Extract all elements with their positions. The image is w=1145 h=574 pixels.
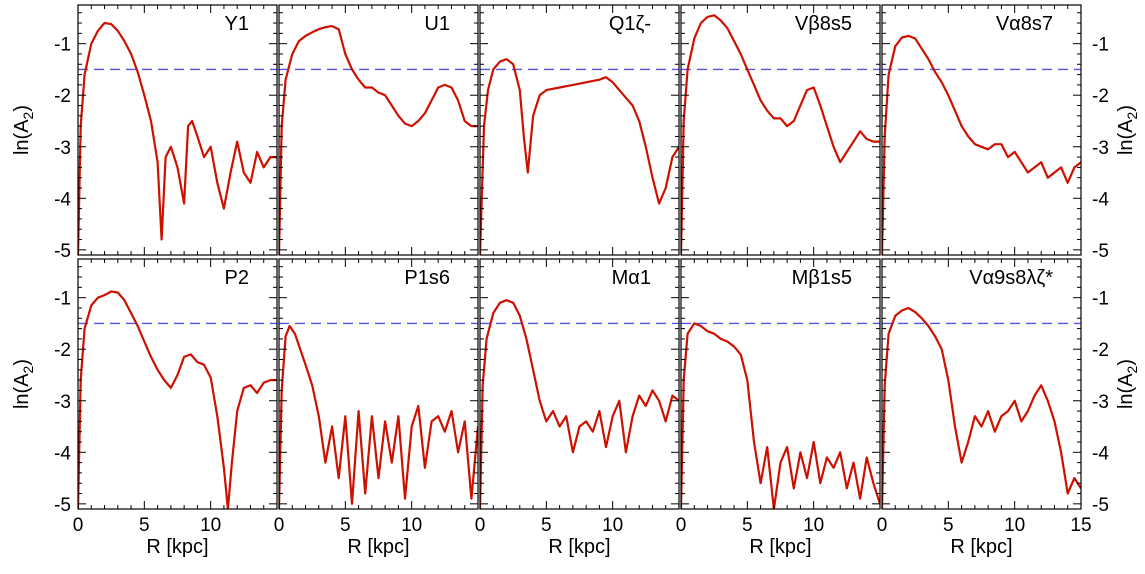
y-tick-label: -2 — [54, 86, 71, 107]
series-line — [480, 57, 679, 255]
panel-frame — [680, 4, 881, 256]
y-axis-title-right: ln(A2) — [1115, 359, 1140, 409]
panel-frame — [77, 258, 278, 510]
x-tick-label: 0 — [475, 515, 486, 536]
x-tick-label: 0 — [73, 515, 84, 536]
panel-4: Vβ8s5 — [680, 4, 881, 256]
panel-title: Vα8s7 — [996, 13, 1053, 35]
y-tick-label: -1 — [54, 35, 71, 56]
x-tick-label: 0 — [274, 515, 285, 536]
series-line — [882, 306, 1081, 509]
panel-8: 0 5 10R [kpc] Mα1 — [475, 258, 680, 558]
y-tick-label: -5 — [1092, 495, 1109, 516]
y-tick-label: -5 — [1092, 241, 1109, 262]
y-tick-label: -3 — [1092, 138, 1109, 159]
panel-title: Vβ8s5 — [795, 13, 852, 35]
y-tick-label: -1 — [54, 289, 71, 310]
panel-frame — [77, 4, 278, 256]
y-tick-label: -3 — [54, 392, 71, 413]
panel-frame — [881, 4, 1082, 256]
x-axis-title: R [kpc] — [347, 536, 409, 558]
panel-2: U1 — [278, 4, 479, 256]
y-tick-label: -4 — [54, 443, 71, 464]
y-tick-label: -1 — [1092, 35, 1109, 56]
y-tick-label: -4 — [1092, 443, 1109, 464]
series-line — [681, 322, 880, 509]
x-axis-title: R [kpc] — [548, 536, 610, 558]
panel-7: 0 5 10R [kpc] P1s6 — [274, 258, 479, 558]
x-tick-label: 0 — [877, 515, 888, 536]
panel-9: 0 5 10R [kpc] Mβ1s5 — [676, 258, 881, 558]
y-axis-title-left: ln(A2) — [11, 105, 36, 155]
y-axis-title-right: ln(A2) — [1115, 105, 1140, 155]
panel-title: P2 — [225, 267, 249, 289]
series-line — [882, 34, 1081, 255]
y-tick-label: -4 — [1092, 189, 1109, 210]
x-tick-label: 15 — [1070, 515, 1091, 536]
series-line — [78, 290, 277, 509]
x-tick-label: 5 — [340, 515, 351, 536]
panel-title: Vα9s8λζ* — [969, 267, 1053, 289]
panel-5: -1 -2 -3 -4 -5 Vα8s7 — [881, 4, 1109, 262]
y-tick-label: -3 — [1092, 392, 1109, 413]
panel-6: -1 -2 -3 -4 -50 5 10R [kpc] P2 — [54, 258, 278, 558]
x-tick-label: 5 — [541, 515, 552, 536]
y-tick-label: -1 — [1092, 289, 1109, 310]
x-tick-label: 10 — [602, 515, 623, 536]
panel-3: Q1ζ- — [479, 4, 680, 256]
panel-10: -1 -2 -3 -4 -5 0 5 10 15 R [kpc] Vα9s8λζ* — [877, 258, 1109, 558]
x-tick-label: 10 — [401, 515, 422, 536]
panel-frame — [479, 4, 680, 256]
series-line — [681, 14, 880, 255]
series-line — [480, 299, 679, 509]
x-tick-label: 10 — [200, 515, 221, 536]
y-tick-label: -5 — [54, 495, 71, 516]
x-tick-label: 5 — [943, 515, 954, 536]
y-tick-label: -2 — [54, 340, 71, 361]
panel-frame — [479, 258, 680, 510]
panel-frame — [680, 258, 881, 510]
y-tick-label: -2 — [1092, 86, 1109, 107]
series-line — [279, 25, 478, 255]
x-axis-title: R [kpc] — [749, 536, 811, 558]
panel-title: Mα1 — [612, 267, 651, 289]
panel-title: U1 — [424, 13, 450, 35]
x-axis-title: R [kpc] — [950, 536, 1012, 558]
panel-title: Q1ζ- — [609, 13, 651, 35]
panel-frame — [881, 258, 1082, 510]
panel-1: -1 -2 -3 -4 -5 Y1 — [54, 4, 278, 262]
x-tick-label: 5 — [742, 515, 753, 536]
panel-title: Mβ1s5 — [792, 267, 852, 289]
x-tick-label: 10 — [1004, 515, 1025, 536]
panel-title: P1s6 — [404, 267, 450, 289]
y-tick-label: -5 — [54, 241, 71, 262]
panel-frame — [278, 258, 479, 510]
panel-frame — [278, 4, 479, 256]
y-axis-title-left: ln(A2) — [11, 359, 36, 409]
y-tick-label: -2 — [1092, 340, 1109, 361]
y-tick-label: -3 — [54, 138, 71, 159]
y-tick-label: -4 — [54, 189, 71, 210]
x-axis-title: R [kpc] — [146, 536, 208, 558]
series-line — [78, 21, 277, 255]
x-tick-label: 5 — [139, 515, 150, 536]
x-tick-label: 10 — [803, 515, 824, 536]
panel-title: Y1 — [225, 13, 249, 35]
x-tick-label: 0 — [676, 515, 687, 536]
series-line — [279, 324, 478, 509]
